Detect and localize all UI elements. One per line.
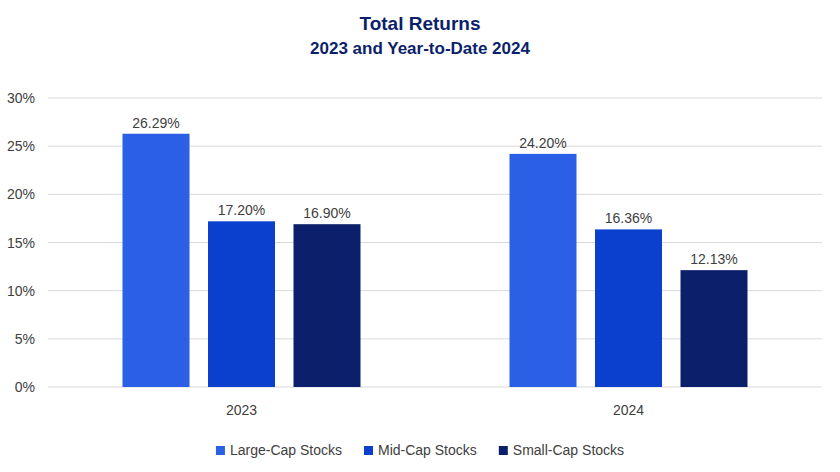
legend: Large-Cap Stocks Mid-Cap Stocks Small-Cap … — [216, 442, 624, 458]
y-tick-label: 25% — [7, 138, 35, 154]
y-tick-label: 10% — [7, 283, 35, 299]
data-label: 17.20% — [218, 202, 265, 218]
bar — [208, 221, 275, 387]
bar — [123, 134, 190, 387]
data-label: 12.13% — [690, 251, 737, 267]
y-tick-label: 5% — [15, 331, 35, 347]
grid-line — [48, 98, 822, 99]
data-label: 16.36% — [605, 210, 652, 226]
x-tick-label: 2023 — [226, 402, 257, 418]
bar — [595, 229, 662, 387]
bar — [681, 270, 748, 387]
y-tick-label: 30% — [7, 90, 35, 106]
legend-swatch — [499, 446, 508, 455]
bars — [123, 134, 748, 387]
y-tick-label: 15% — [7, 235, 35, 251]
bar — [510, 154, 577, 387]
legend-swatch — [216, 446, 225, 455]
bar — [294, 224, 361, 387]
data-label: 26.29% — [132, 115, 179, 131]
y-tick-label: 20% — [7, 186, 35, 202]
x-tick-label: 2024 — [613, 402, 644, 418]
data-label: 24.20% — [519, 135, 566, 151]
title: Total Returns — [359, 13, 480, 34]
data-label: 16.90% — [303, 205, 350, 221]
subtitle: 2023 and Year-to-Date 2024 — [310, 39, 530, 58]
legend-swatch — [364, 446, 373, 455]
chart: Total Returns 2023 and Year-to-Date 2024 0… — [0, 0, 840, 472]
legend-label: Mid-Cap Stocks — [378, 442, 477, 458]
legend-label: Small-Cap Stocks — [513, 442, 624, 458]
y-tick-label: 0% — [15, 379, 35, 395]
legend-label: Large-Cap Stocks — [230, 442, 342, 458]
